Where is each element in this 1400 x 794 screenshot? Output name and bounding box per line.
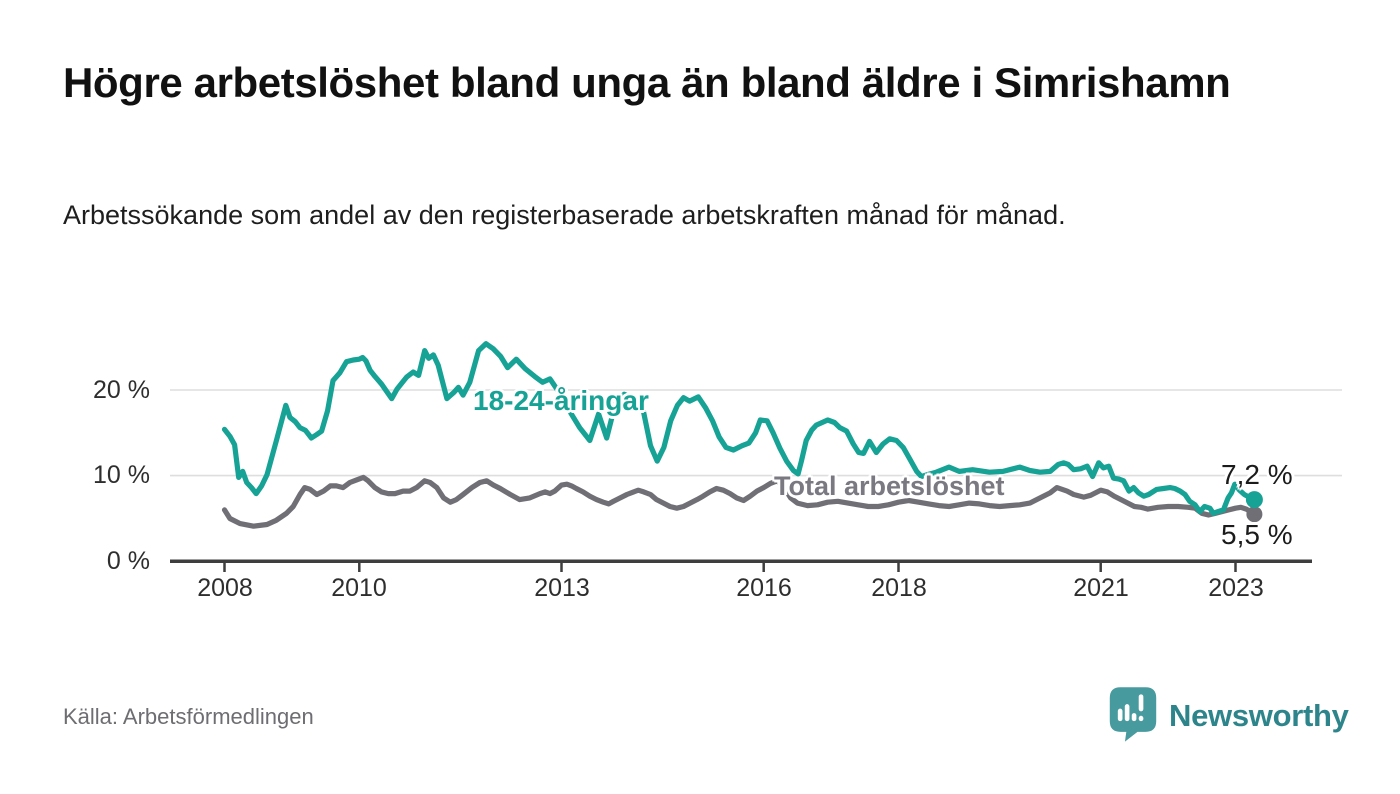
series-end-dot-youth [1245,491,1263,509]
series-line-youth [221,341,1258,516]
newsworthy-logo: Newsworthy [1108,684,1349,749]
end-value-label-youth: 7,2 % [1221,459,1293,490]
series-end-dot-total [1246,506,1263,523]
newsworthy-logo-icon [1108,684,1158,749]
y-tick-label: 0 % [106,547,150,575]
end-value-label-total: 5,5 % [1221,519,1293,550]
series-line-total [221,474,1258,529]
newsworthy-logo-text: Newsworthy [1169,698,1349,733]
x-tick-label: 2023 [1208,574,1264,602]
series-label-total: Total arbetslöshet [774,471,1005,501]
x-tick-label: 2010 [331,574,387,602]
x-tick-label: 2016 [736,574,792,602]
series-label-youth: 18-24-åringar [473,385,649,416]
chart-subtitle: Arbetssökande som andel av den registerb… [63,200,1066,230]
x-tick-label: 2008 [197,574,253,602]
source-note: Källa: Arbetsförmedlingen [63,704,314,729]
page-title: Högre arbetslöshet bland unga än bland ä… [63,59,1231,106]
x-tick-label: 2013 [534,574,590,602]
y-tick-label: 10 % [93,461,150,489]
x-tick-label: 2018 [871,574,927,602]
x-tick-label: 2021 [1073,574,1129,602]
y-tick-label: 20 % [93,376,150,404]
